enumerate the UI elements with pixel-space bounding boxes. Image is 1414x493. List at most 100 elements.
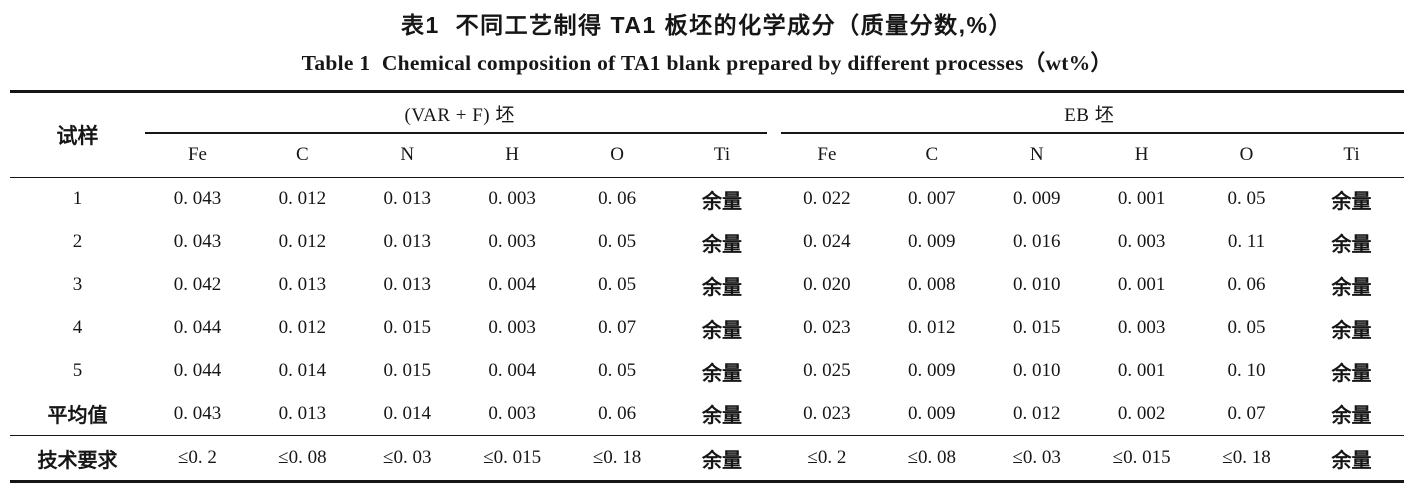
value-cell: 0. 044 xyxy=(173,360,222,381)
value-cell: 0. 003 xyxy=(1117,231,1166,252)
value-cell: 0. 07 xyxy=(598,317,637,338)
value-cell: 0. 001 xyxy=(1117,274,1166,295)
value-cell: 0. 012 xyxy=(908,317,956,338)
value-cell: 0. 013 xyxy=(278,402,327,424)
value-cell: 0. 044 xyxy=(173,317,222,338)
value-cell: 0. 013 xyxy=(383,231,432,252)
value-cell: 0. 010 xyxy=(1012,360,1061,381)
row-label: 4 xyxy=(72,317,83,338)
value-cell: 0. 004 xyxy=(488,274,536,295)
value-cell: 0. 008 xyxy=(908,274,956,295)
value-cell: 0. 001 xyxy=(1117,360,1166,381)
value-cell: 余量 xyxy=(1331,233,1372,256)
value-cell: 0. 024 xyxy=(803,231,851,252)
value-cell: 0. 015 xyxy=(383,317,432,338)
value-cell: 余量 xyxy=(1331,319,1372,342)
row-label: 2 xyxy=(72,231,83,252)
value-cell: 0. 009 xyxy=(908,402,956,424)
value-cell: 余量 xyxy=(1298,435,1404,482)
value-cell: 余量 xyxy=(701,405,742,428)
value-cell: 0. 07 xyxy=(1227,402,1266,424)
value-cell: ≤0. 015 xyxy=(459,435,565,482)
table-row: 4 0. 044 0. 012 0. 015 0. 003 0. 07 余量 0. 023 0.… xyxy=(10,307,1404,350)
value-cell: 0. 06 xyxy=(598,402,637,424)
table-caption-zh: 表1 不同工艺制得 TA1 板坯的化学成分（质量分数,%） xyxy=(401,12,1013,38)
value-cell: 余量 xyxy=(1331,190,1372,213)
table-row: 3 0. 042 0. 013 0. 013 0. 004 0. 05 余量 0. 020 0.… xyxy=(10,264,1404,307)
value-cell: 0. 05 xyxy=(598,231,637,252)
value-cell: 0. 012 xyxy=(1012,402,1061,424)
eb-col-ti: Ti xyxy=(1298,133,1404,178)
varf-col-n: N xyxy=(354,133,460,178)
value-cell: 0. 11 xyxy=(1227,231,1266,252)
value-cell: 0. 012 xyxy=(278,317,327,338)
row-label: 平均值 xyxy=(47,405,108,428)
value-cell: ≤0. 18 xyxy=(1194,435,1299,482)
varf-col-c: C xyxy=(249,133,355,178)
value-cell: ≤0. 18 xyxy=(564,435,670,482)
value-cell: ≤0. 03 xyxy=(354,435,460,482)
value-cell: 0. 015 xyxy=(383,360,432,381)
value-cell: 0. 05 xyxy=(1227,317,1266,338)
value-cell: 0. 10 xyxy=(1227,360,1266,381)
value-cell: 0. 013 xyxy=(383,274,432,295)
value-cell: 0. 043 xyxy=(173,188,222,210)
value-cell: 0. 003 xyxy=(488,188,536,210)
group-header-row: 试样 (VAR + F) 坯 EB 坯 xyxy=(10,91,1404,178)
eb-col-h: H xyxy=(1089,133,1195,178)
varf-col-o: O xyxy=(564,133,670,178)
value-cell: 余量 xyxy=(1331,405,1372,428)
value-cell: 0. 009 xyxy=(908,360,956,381)
value-cell: 0. 06 xyxy=(1227,274,1266,295)
eb-col-n: N xyxy=(984,133,1090,178)
eb-col-c: C xyxy=(879,133,985,178)
value-cell: ≤0. 015 xyxy=(1089,435,1195,482)
value-cell: 0. 025 xyxy=(803,360,851,381)
value-cell: 0. 013 xyxy=(383,188,432,210)
varf-col-ti: Ti xyxy=(669,133,775,178)
value-cell: 0. 010 xyxy=(1012,274,1061,295)
value-cell: 0. 003 xyxy=(1117,317,1166,338)
sample-column-header: 试样 xyxy=(10,91,145,178)
value-cell: 0. 007 xyxy=(908,188,956,210)
value-cell: ≤0. 2 xyxy=(145,435,250,482)
value-cell: 余量 xyxy=(669,435,775,482)
value-cell: 0. 014 xyxy=(278,360,327,381)
value-cell: ≤0. 08 xyxy=(879,435,985,482)
varf-col-h: H xyxy=(459,133,565,178)
value-cell: 0. 002 xyxy=(1117,402,1166,424)
table-body: 1 0. 043 0. 012 0. 013 0. 003 0. 06 余量 0. 022 0.… xyxy=(10,178,1404,482)
value-cell: 0. 003 xyxy=(488,317,536,338)
value-cell: 0. 05 xyxy=(598,274,637,295)
value-cell: 0. 06 xyxy=(598,188,637,210)
eb-col-fe: Fe xyxy=(774,133,880,178)
value-cell: 余量 xyxy=(701,190,742,213)
value-cell: 0. 043 xyxy=(173,402,222,424)
value-cell: 0. 001 xyxy=(1117,188,1166,210)
row-label: 1 xyxy=(72,188,83,210)
value-cell: ≤0. 03 xyxy=(984,435,1090,482)
value-cell: ≤0. 08 xyxy=(249,435,355,482)
value-cell: 0. 009 xyxy=(908,231,956,252)
value-cell: 余量 xyxy=(1331,362,1372,385)
row-label: 技术要求 xyxy=(10,435,145,482)
table-header: 试样 (VAR + F) 坯 EB 坯 Fe C N H O Ti Fe C N… xyxy=(10,91,1404,178)
row-label: 5 xyxy=(72,360,83,381)
value-cell: 余量 xyxy=(701,233,742,256)
value-cell: 余量 xyxy=(701,319,742,342)
value-cell: 0. 009 xyxy=(1012,188,1061,210)
group-header-eb: EB 坯 xyxy=(774,92,1404,134)
varf-col-fe: Fe xyxy=(145,133,250,178)
value-cell: 0. 016 xyxy=(1012,231,1061,252)
table-row: 1 0. 043 0. 012 0. 013 0. 003 0. 06 余量 0. 022 0.… xyxy=(10,178,1404,221)
value-cell: 余量 xyxy=(1331,276,1372,299)
value-cell: 余量 xyxy=(701,276,742,299)
value-cell: 0. 05 xyxy=(598,360,637,381)
value-cell: 0. 014 xyxy=(383,402,432,424)
value-cell: ≤0. 2 xyxy=(774,435,880,482)
value-cell: 0. 05 xyxy=(1227,188,1266,210)
value-cell: 0. 042 xyxy=(173,274,222,295)
table-row: 2 0. 043 0. 012 0. 013 0. 003 0. 05 余量 0. 024 0.… xyxy=(10,221,1404,264)
value-cell: 0. 003 xyxy=(488,231,536,252)
